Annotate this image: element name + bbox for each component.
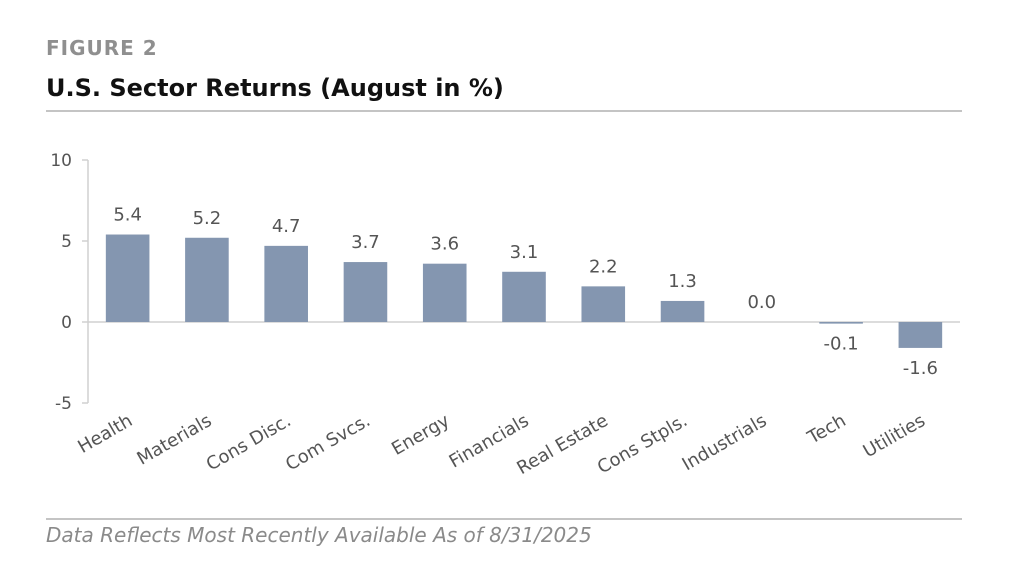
data-label: 4.7 <box>272 216 301 237</box>
x-tick-label: Real Estate <box>513 410 611 479</box>
footer-divider <box>46 518 962 520</box>
footnote: Data Reflects Most Recently Available As… <box>46 523 592 547</box>
x-tick-label: Energy <box>388 410 453 460</box>
bar <box>660 300 705 322</box>
bar <box>502 271 546 322</box>
data-label: -1.6 <box>903 358 938 379</box>
data-label: 2.2 <box>589 256 618 277</box>
bar <box>343 262 388 322</box>
figure-label: FIGURE 2 <box>46 36 158 60</box>
bar-chart: -5 0 5 10 5.4 Health 5.2 Materials 4.7 Cons Disc.… <box>50 151 960 479</box>
bar <box>264 245 308 322</box>
x-tick-label: Com Svcs. <box>282 410 374 475</box>
data-label: -0.1 <box>824 334 859 355</box>
data-label: 3.1 <box>510 242 539 263</box>
x-tick-label: Industrials <box>679 410 771 475</box>
x-tick-label: Utilities <box>860 410 929 462</box>
y-tick-label: 5 <box>61 232 72 252</box>
x-tick-label: Cons Stpls. <box>594 410 691 478</box>
data-label: 5.4 <box>113 205 142 226</box>
data-label: 3.6 <box>430 234 459 255</box>
x-tick-label: Tech <box>803 410 849 449</box>
bar <box>105 234 150 322</box>
bar <box>581 286 626 322</box>
chart-title: U.S. Sector Returns (August in %) <box>46 74 504 102</box>
bar <box>898 322 943 348</box>
y-tick-label: -5 <box>55 394 72 414</box>
data-label: 0.0 <box>747 292 776 313</box>
bar <box>422 263 467 322</box>
title-divider <box>46 110 962 112</box>
data-label: 1.3 <box>668 271 697 292</box>
bar <box>185 237 229 322</box>
data-label: 5.2 <box>193 208 222 229</box>
data-label: 3.7 <box>351 232 380 253</box>
x-tick-label: Health <box>74 410 136 458</box>
x-tick-label: Cons Disc. <box>203 410 295 475</box>
y-tick-label: 0 <box>61 313 72 333</box>
bar <box>819 322 863 324</box>
y-tick-label: 10 <box>50 151 72 171</box>
x-tick-label: Materials <box>133 410 215 469</box>
